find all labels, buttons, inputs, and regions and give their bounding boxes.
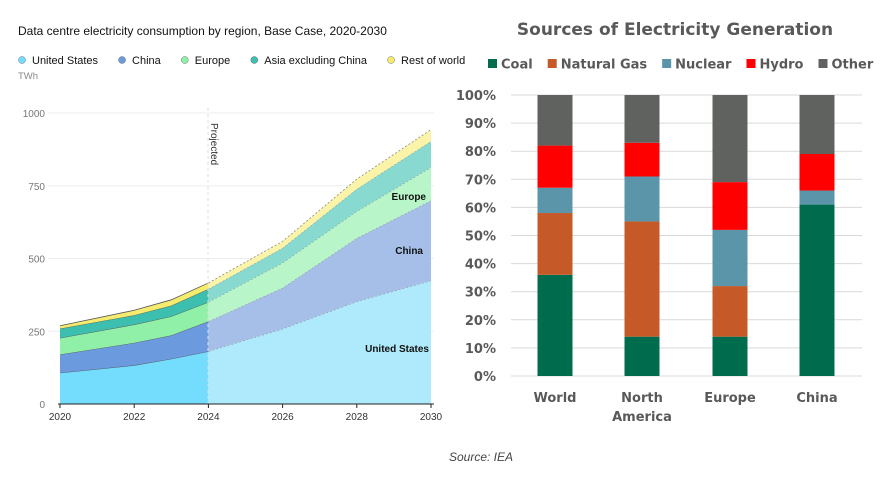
x-tick-label: 2030 xyxy=(420,412,443,423)
area-rest-of-world-proj xyxy=(208,129,431,290)
category-label-china: China xyxy=(796,391,837,406)
y-tick-label: 100% xyxy=(456,89,496,104)
x-tick-label: 2026 xyxy=(271,412,294,423)
y-tick-label: 30% xyxy=(465,286,496,301)
bar-europe-natural-gas xyxy=(712,286,748,337)
bar-china-nuclear xyxy=(799,190,835,205)
left-y-axis-label: TWh xyxy=(18,71,38,82)
legend-marker-rest-of-world xyxy=(387,56,395,64)
legend-swatch-hydro xyxy=(746,59,756,68)
y-tick-label: 20% xyxy=(465,314,496,329)
boundary-rest-of-world-proj xyxy=(208,129,432,284)
legend-label-nuclear: Nuclear xyxy=(675,58,732,73)
area-rest-of-world-hist xyxy=(60,282,209,329)
legend-label-coal: Coal xyxy=(501,58,533,73)
boundary-united-states-proj xyxy=(208,280,432,352)
legend-label-other: Other xyxy=(832,58,874,73)
legend-swatch-coal xyxy=(488,59,497,68)
right-legend: Coal Natural Gas Nuclear Hydro Other xyxy=(488,58,874,73)
left-chart-title: Data centre electricity consumption by r… xyxy=(18,24,387,38)
category-label-europe: Europe xyxy=(704,391,756,406)
right-chart: Sources of Electricity Generation Coal Na… xyxy=(456,20,874,425)
y-tick-label: 70% xyxy=(465,173,496,188)
legend-label-rest-of-world: Rest of world xyxy=(401,55,465,67)
y-tick-label: 10% xyxy=(465,342,496,357)
annotation-europe: Europe xyxy=(392,192,427,203)
area-europe-hist xyxy=(60,302,209,355)
y-tick-label: 50% xyxy=(465,230,496,245)
legend-label-hydro: Hydro xyxy=(759,58,803,73)
right-chart-title: Sources of Electricity Generation xyxy=(517,20,833,40)
source-note: Source: IEA xyxy=(449,450,513,464)
bar-north-america-coal xyxy=(624,336,660,376)
left-chart: Data centre electricity consumption by r… xyxy=(18,24,465,423)
bar-europe-other xyxy=(712,95,748,183)
y-tick-label: 1000 xyxy=(23,109,46,120)
bar-world-natural-gas xyxy=(537,213,573,275)
left-areas xyxy=(59,129,432,404)
area-china-proj xyxy=(208,200,431,352)
area-asia-excluding-china-hist xyxy=(60,289,209,338)
bar-china-hydro xyxy=(799,154,835,191)
category-label-world: World xyxy=(534,391,577,406)
annotation-united-states: United States xyxy=(365,344,429,355)
bar-world-hydro xyxy=(537,145,573,188)
bar-north-america-natural-gas xyxy=(624,221,660,337)
bar-north-america-other xyxy=(624,95,660,143)
bar-china-coal xyxy=(799,204,835,376)
y-tick-label: 60% xyxy=(465,201,496,216)
legend-label-europe: Europe xyxy=(195,55,230,67)
left-legend: United States China Europe Asia excluding C… xyxy=(18,55,465,67)
y-tick-label: 0% xyxy=(474,370,496,385)
legend-swatch-other xyxy=(818,59,828,68)
bar-europe-hydro xyxy=(712,182,748,230)
legend-swatch-nuclear xyxy=(662,59,672,68)
area-united-states-proj xyxy=(208,280,431,404)
left-axes: 2020 2022 2024 2026 2028 2030 xyxy=(49,403,443,423)
area-asia-excluding-china-proj xyxy=(208,141,431,303)
annotation-china: China xyxy=(395,246,423,257)
legend-label-united-states: United States xyxy=(32,55,99,67)
bar-world-nuclear xyxy=(537,187,573,214)
y-tick-label: 0 xyxy=(39,400,45,411)
y-tick-label: 40% xyxy=(465,258,496,273)
y-tick-label: 250 xyxy=(28,327,45,338)
bar-china-other xyxy=(799,95,835,155)
bar-north-america-nuclear xyxy=(624,176,660,222)
boundary-asia-excluding-china-proj xyxy=(208,140,432,290)
legend-label-china: China xyxy=(132,55,162,67)
projection-label: Projected xyxy=(208,123,219,165)
legend-label-asia-excluding-china: Asia excluding China xyxy=(264,55,368,67)
legend-marker-asia-excluding-china xyxy=(250,56,258,64)
area-united-states-hist xyxy=(60,351,209,404)
y-tick-label: 750 xyxy=(28,182,45,193)
legend-swatch-natural-gas xyxy=(547,59,557,68)
x-tick-label: 2024 xyxy=(197,412,220,423)
bar-world-coal xyxy=(537,274,573,376)
area-china-hist xyxy=(60,321,209,373)
area-europe-proj xyxy=(208,167,431,322)
legend-marker-china xyxy=(118,56,126,64)
bar-world-other xyxy=(537,95,573,146)
bar-europe-coal xyxy=(712,336,748,376)
x-tick-label: 2028 xyxy=(346,412,369,423)
x-tick-label: 2020 xyxy=(49,412,72,423)
x-tick-label: 2022 xyxy=(123,412,146,423)
legend-marker-europe xyxy=(181,56,189,64)
bar-north-america-hydro xyxy=(624,142,660,177)
y-tick-label: 80% xyxy=(465,145,496,160)
category-label-north-america: North America xyxy=(612,391,672,425)
right-bars xyxy=(537,95,835,376)
legend-label-natural-gas: Natural Gas xyxy=(561,58,648,73)
y-tick-label: 500 xyxy=(28,255,45,266)
right-axes: World North America Europe China xyxy=(534,391,838,425)
boundary-rest-of-world-hist xyxy=(59,282,209,327)
legend-marker-united-states xyxy=(18,56,26,64)
y-tick-label: 90% xyxy=(465,117,496,132)
bar-europe-nuclear xyxy=(712,229,748,287)
